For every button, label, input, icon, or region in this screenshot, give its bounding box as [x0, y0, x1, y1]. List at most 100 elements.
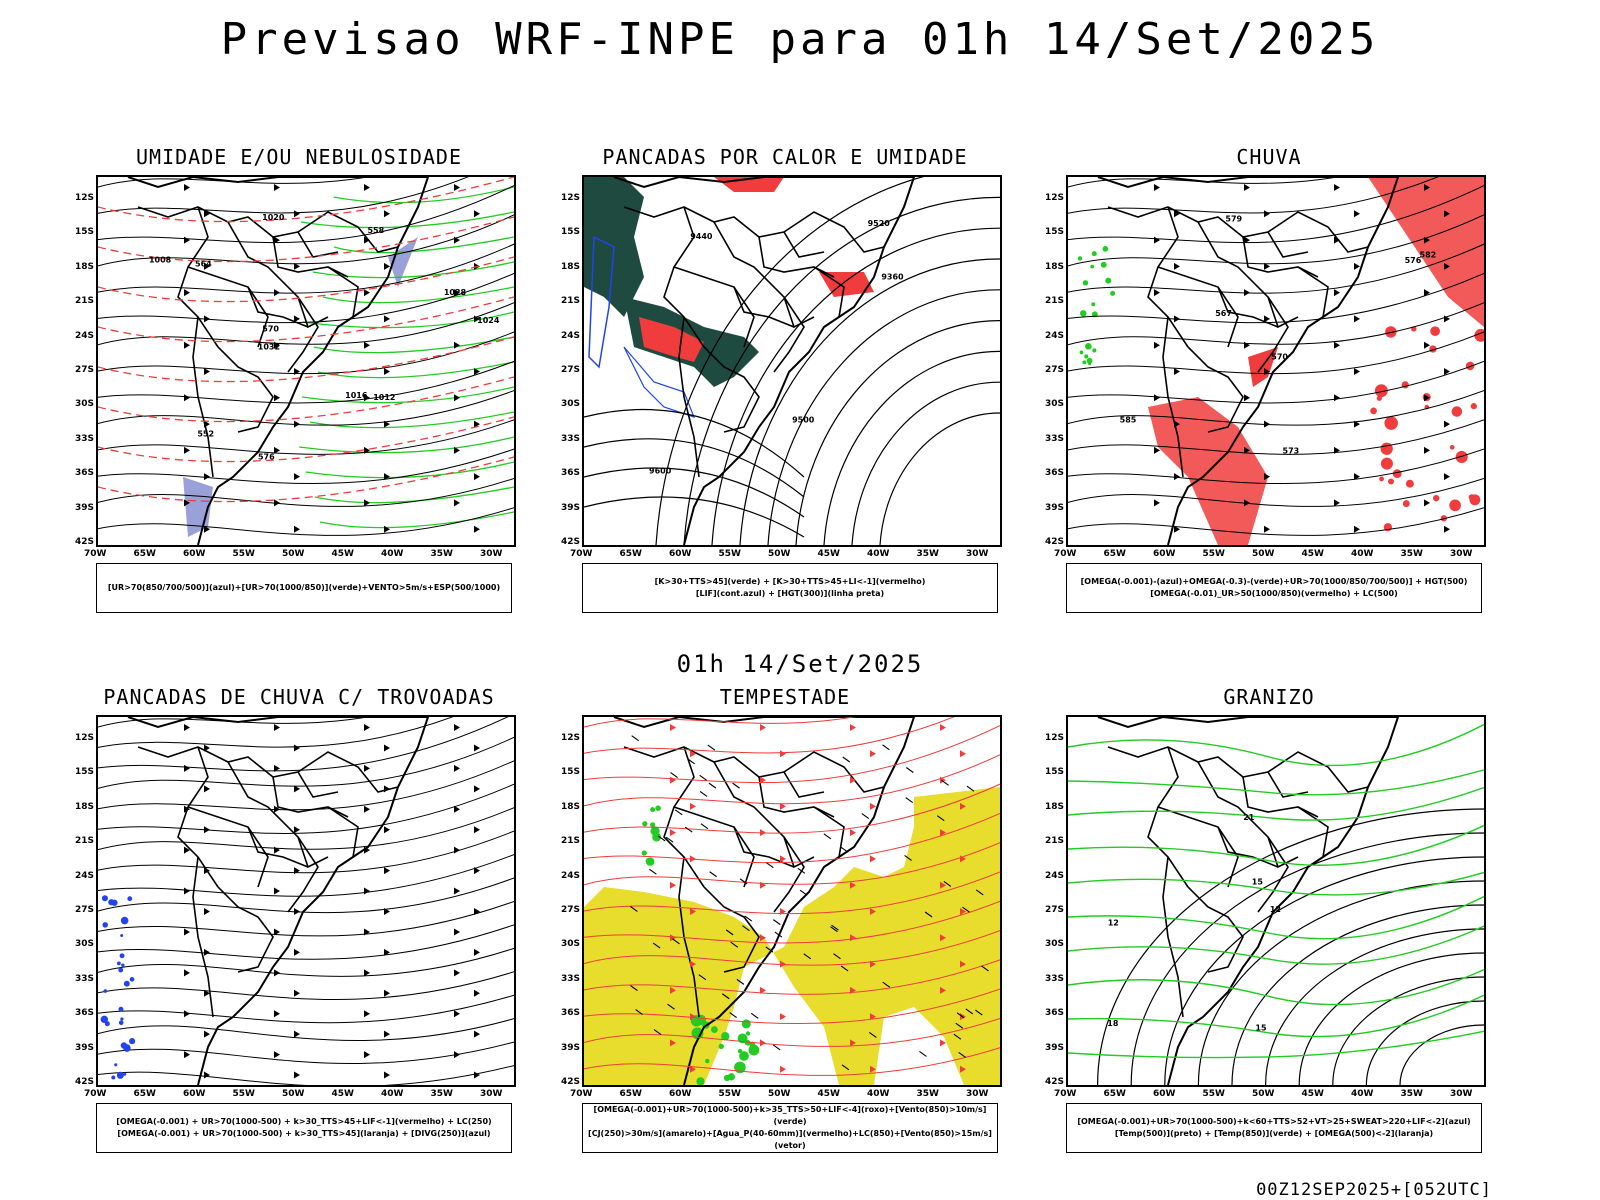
latitude-tick-label: 24S	[74, 330, 94, 341]
longitude-tick-label: 35W	[916, 549, 939, 559]
flow-arrow	[850, 776, 856, 784]
wind-850-area	[739, 1051, 749, 1061]
contour-label: 1020	[262, 213, 285, 222]
latitude-tick-label: 24S	[560, 870, 580, 881]
country-border	[813, 266, 845, 328]
flow-arrow	[760, 829, 766, 837]
divergence-cell	[102, 922, 108, 928]
legend-line: [OMEGA(-0.001) + UR>70(1000-500) + k>30_…	[116, 1117, 492, 1126]
country-border	[1297, 266, 1329, 328]
latitude-tick-label: 39S	[74, 502, 94, 513]
thickness-contour	[98, 177, 514, 223]
legend-line: [OMEGA(-0.001) + UR>70(1000-500) + k>30_…	[117, 1129, 491, 1138]
panel-title: PANCADAS DE CHUVA C/ TROVOADAS	[103, 685, 495, 709]
height-contour	[584, 438, 805, 498]
height-contour	[851, 381, 1000, 545]
contour-label: 12	[1108, 918, 1119, 927]
panel-granizo: GRANIZO 12S 15S 18S 21S 24S 27S 30S 33S 36S 39S 42S…	[1024, 685, 1514, 1165]
wind-850-area	[645, 857, 655, 866]
divergence-cell	[118, 967, 124, 973]
flow-arrow	[184, 887, 190, 895]
latitude-tick-label: 15S	[560, 767, 580, 778]
flow-arrow	[274, 236, 280, 244]
latitude-tick-label: 27S	[74, 365, 94, 375]
country-border	[1242, 236, 1319, 278]
latitude-tick-label: 42S	[74, 1077, 94, 1087]
flow-arrow	[690, 855, 696, 863]
legend-line: [K>30+TTS>45](verde) + [K>30+TTS>45+LI<-…	[654, 577, 926, 586]
rain-cell	[1451, 406, 1463, 417]
wind-vector	[953, 1033, 962, 1040]
omega-cell	[1085, 342, 1092, 350]
wind-vector	[882, 981, 891, 988]
coastline	[127, 717, 430, 1085]
country-border	[327, 266, 359, 328]
omega-cell	[1084, 354, 1089, 359]
flow-arrow	[474, 989, 480, 997]
country-border	[177, 206, 219, 348]
streamline	[98, 783, 514, 834]
country-border	[217, 346, 274, 433]
flow-arrow	[294, 315, 300, 323]
country-border	[713, 221, 815, 329]
divergence-cell	[118, 1020, 124, 1026]
flow-arrow	[1174, 315, 1180, 323]
longitude-tick-label: 45W	[1301, 1089, 1324, 1099]
rain-cell	[1405, 479, 1414, 488]
longitude-tick-label: 60W	[669, 549, 692, 559]
isobar	[1068, 507, 1484, 536]
flow-arrow	[364, 394, 370, 402]
flow-arrow	[1424, 184, 1430, 191]
rain-cell	[1370, 407, 1377, 415]
flow-arrow	[1354, 262, 1360, 270]
temp-500-contour	[1130, 832, 1484, 1085]
flow-arrow	[960, 802, 966, 810]
isobar	[98, 214, 514, 267]
temp-500-contour	[1365, 1000, 1484, 1085]
longitude-tick-label: 40W	[1351, 549, 1374, 559]
legend-line: [OMEGA(-0.01)_UR>50(1000/850)(vermelho) …	[1150, 589, 1398, 598]
latitude-tick-label: 33S	[74, 973, 94, 984]
flow-arrow	[274, 1051, 280, 1059]
contour-label: 15	[1255, 1024, 1267, 1033]
wind-vector	[653, 1029, 662, 1036]
country-border	[247, 826, 309, 868]
flow-arrow	[274, 184, 280, 191]
flow-arrow	[454, 394, 460, 402]
flow-arrow	[294, 989, 300, 997]
streamline	[584, 842, 1000, 886]
flow-arrow	[940, 934, 946, 942]
rain-cell	[1449, 445, 1455, 450]
streamline	[98, 1065, 514, 1085]
humidity-contour	[302, 386, 514, 404]
flow-arrow	[474, 948, 480, 956]
flow-arrow	[474, 473, 480, 481]
thickness-contour	[98, 376, 514, 423]
country-border	[733, 826, 795, 868]
flow-arrow	[1444, 368, 1450, 375]
flow-arrow	[870, 802, 876, 810]
country-border	[713, 761, 815, 869]
latitude-tick-label: 12S	[1044, 193, 1064, 203]
rain-cell	[1374, 384, 1388, 398]
omega-cell	[1079, 310, 1087, 317]
isobar	[1068, 419, 1484, 455]
wind-850-area	[737, 1048, 743, 1054]
flow-arrow	[204, 785, 210, 793]
longitude-tick-label: 50W	[282, 1089, 305, 1099]
temp-850-contour	[1068, 968, 1484, 1006]
flow-arrow	[364, 724, 370, 731]
valid-time-subtitle: 01h 14/Set/2025	[676, 650, 924, 678]
flow-arrow	[454, 1010, 460, 1018]
thickness-contour	[98, 216, 514, 263]
legend-line: [UR>70(850/700/500)](azul)+[UR>70(1000/8…	[107, 583, 501, 592]
streamline	[584, 1017, 1000, 1047]
longitude-tick-label: 55W	[718, 1089, 741, 1099]
flow-arrow	[454, 805, 460, 813]
latitude-tick-label: 33S	[560, 973, 580, 984]
latitude-tick-label: 30S	[1044, 399, 1064, 410]
flow-arrow	[204, 525, 210, 533]
flow-arrow	[690, 802, 696, 810]
flow-arrow	[184, 928, 190, 936]
rain-cell	[1470, 403, 1477, 410]
